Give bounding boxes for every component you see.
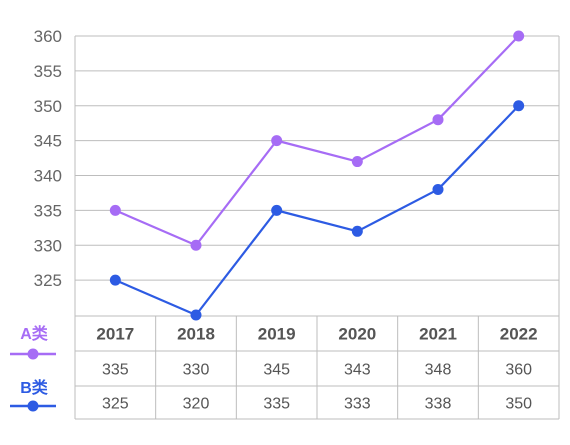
y-tick-label-325: 325 (34, 271, 62, 290)
table-cell-b-2022: 350 (505, 396, 532, 413)
table-cell-a-2018: 330 (183, 362, 210, 379)
data-point-a-2020 (351, 156, 363, 168)
x-tick-label-2021: 2021 (419, 325, 457, 344)
table-cell-b-2018: 320 (183, 396, 210, 413)
data-point-b-2022 (513, 100, 525, 112)
table-cell-a-2020: 343 (344, 362, 371, 379)
x-tick-label-2022: 2022 (500, 325, 538, 344)
series-line-b (114, 104, 520, 317)
data-point-a-2021 (432, 114, 444, 126)
data-point-a-2017 (109, 204, 121, 216)
data-point-b-2021 (432, 183, 444, 195)
legend: A类 B类 (10, 324, 56, 412)
legend-label-a: A类 (20, 324, 49, 343)
y-axis-ticks: 325 330 335 340 345 350 355 360 (34, 27, 62, 290)
x-tick-label-2019: 2019 (258, 325, 296, 344)
table-cell-b-2021: 338 (425, 396, 452, 413)
legend-label-b: B类 (20, 378, 49, 397)
y-tick-label-340: 340 (34, 167, 62, 186)
table-cell-a-2017: 335 (102, 362, 129, 379)
y-tick-label-355: 355 (34, 62, 62, 81)
y-tick-label-335: 335 (34, 201, 62, 220)
y-tick-label-360: 360 (34, 27, 62, 46)
legend-marker-b (27, 400, 39, 412)
data-table: 2017 2018 2019 2020 2021 2022 335 330 345 343 348 3… (75, 315, 559, 420)
table-cell-a-2019: 345 (263, 362, 290, 379)
series-lines (109, 30, 525, 321)
x-tick-label-2018: 2018 (177, 325, 215, 344)
data-point-b-2020 (351, 225, 363, 237)
data-point-b-2017 (109, 274, 121, 286)
y-tick-label-350: 350 (34, 97, 62, 116)
table-cell-b-2017: 325 (102, 396, 129, 413)
x-tick-label-2020: 2020 (338, 325, 376, 344)
x-tick-label-2017: 2017 (96, 325, 134, 344)
table-cell-b-2020: 333 (344, 396, 371, 413)
data-point-b-2018 (190, 309, 202, 321)
y-tick-label-345: 345 (34, 132, 62, 151)
data-point-a-2018 (190, 239, 202, 251)
data-point-a-2022 (513, 30, 525, 42)
table-cell-a-2021: 348 (425, 362, 452, 379)
table-cell-b-2019: 335 (263, 396, 290, 413)
table-cell-a-2022: 360 (505, 362, 532, 379)
legend-marker-a (27, 348, 39, 360)
series-line-a (114, 35, 520, 247)
data-point-a-2019 (271, 135, 283, 147)
data-point-b-2019 (271, 204, 283, 216)
grid-lines (74, 35, 560, 419)
y-tick-label-330: 330 (34, 236, 62, 255)
